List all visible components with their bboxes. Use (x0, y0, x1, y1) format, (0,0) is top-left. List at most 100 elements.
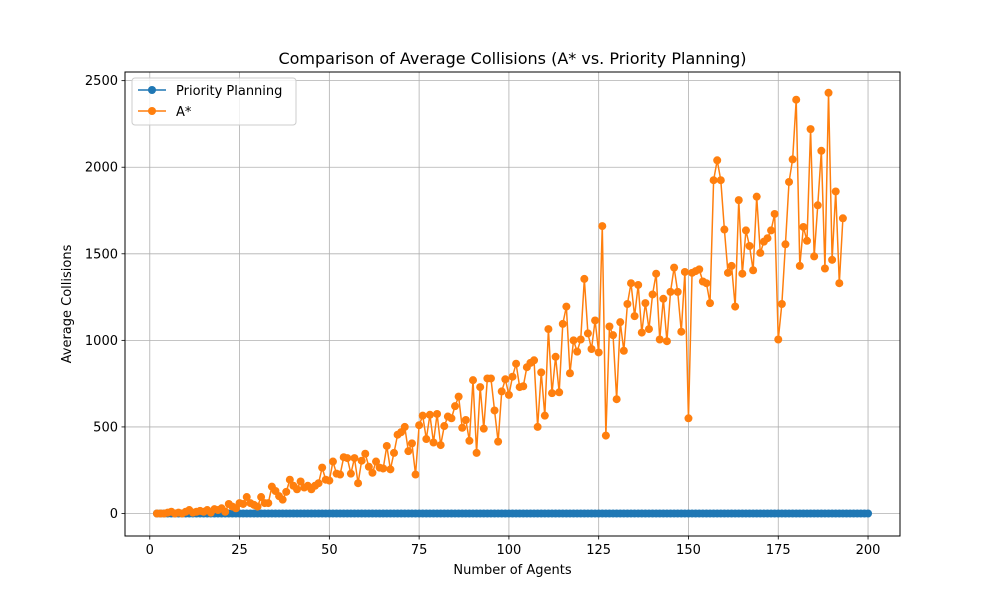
data-point (318, 463, 327, 472)
data-point (451, 402, 460, 411)
data-point (756, 248, 765, 257)
data-point (293, 485, 302, 494)
data-point (382, 441, 391, 450)
data-point (490, 406, 499, 415)
data-point (508, 372, 517, 381)
data-point (634, 280, 643, 289)
data-point (810, 252, 819, 261)
data-point (264, 499, 273, 508)
legend-box (131, 77, 297, 126)
data-point (580, 274, 589, 283)
data-point (594, 348, 603, 357)
data-point (479, 424, 488, 433)
data-point (336, 470, 345, 479)
data-point (828, 255, 837, 264)
data-point (576, 335, 585, 344)
data-point (501, 375, 510, 384)
data-point (486, 374, 495, 383)
data-point (569, 336, 578, 345)
x-tick-label: 25 (231, 543, 248, 558)
data-point (601, 431, 610, 440)
data-point (418, 411, 427, 420)
y-tick-label: 1000 (85, 334, 118, 349)
data-point (612, 395, 621, 404)
data-point (407, 439, 416, 448)
data-point (343, 454, 352, 463)
data-point (400, 422, 409, 431)
data-point (440, 422, 449, 431)
data-point (436, 441, 445, 450)
data-point (745, 242, 754, 250)
data-point (573, 347, 582, 356)
data-point (795, 261, 804, 270)
data-point (253, 502, 262, 511)
data-point (723, 268, 732, 277)
data-point (422, 435, 431, 444)
data-point (354, 479, 363, 488)
y-tick-label: 0 (110, 507, 118, 522)
data-point (648, 290, 657, 299)
data-point (386, 465, 395, 474)
legend-label-priority-planning: Priority Planning (176, 84, 282, 99)
data-point (350, 454, 359, 463)
data-point (864, 509, 873, 518)
legend-label-a-star: A* (176, 105, 192, 120)
y-axis-title: Average Collisions (60, 244, 75, 363)
data-point (831, 187, 840, 196)
data-point (221, 507, 230, 516)
x-tick-label: 75 (411, 543, 428, 558)
data-point (325, 476, 334, 485)
data-point (673, 287, 682, 296)
data-point (429, 438, 438, 447)
data-point (695, 265, 704, 274)
data-point (835, 279, 844, 288)
data-point (641, 299, 650, 308)
x-tick-label: 50 (321, 543, 338, 558)
data-point (838, 214, 847, 223)
data-point (361, 449, 370, 458)
data-point (609, 331, 618, 340)
chart-title: Comparison of Average Collisions (A* vs.… (278, 49, 746, 68)
data-point (476, 383, 485, 392)
data-point (519, 382, 528, 391)
data-point (425, 410, 434, 419)
data-point (242, 493, 251, 502)
data-point (799, 222, 808, 231)
data-point (461, 416, 470, 424)
data-point (792, 95, 801, 104)
data-point (702, 279, 711, 288)
data-point (706, 299, 715, 308)
data-point (285, 475, 294, 484)
data-point (666, 287, 675, 296)
data-point (404, 447, 413, 456)
data-point (752, 192, 761, 201)
data-point (788, 155, 797, 164)
data-point (433, 409, 442, 418)
legend-marker-priority-planning (148, 86, 156, 94)
legend-marker-a-star (148, 107, 156, 115)
data-point (734, 196, 743, 205)
data-point (458, 423, 467, 432)
data-point (533, 422, 542, 431)
data-point (537, 368, 546, 377)
data-point (637, 328, 646, 337)
data-point (670, 263, 679, 272)
data-point (741, 226, 750, 235)
data-point (813, 201, 822, 210)
data-point (454, 392, 463, 401)
data-point (544, 325, 553, 334)
data-point (368, 468, 377, 477)
data-point (644, 325, 653, 334)
y-tick-label: 2500 (85, 74, 118, 89)
data-point (389, 448, 398, 457)
data-point (411, 470, 420, 479)
data-point (472, 448, 481, 457)
data-point (806, 125, 815, 134)
data-point (530, 356, 539, 365)
data-point (296, 477, 305, 486)
series-priority-planning (152, 509, 873, 518)
x-tick-label: 150 (676, 543, 701, 558)
data-point (777, 300, 786, 308)
data-point (587, 345, 596, 354)
